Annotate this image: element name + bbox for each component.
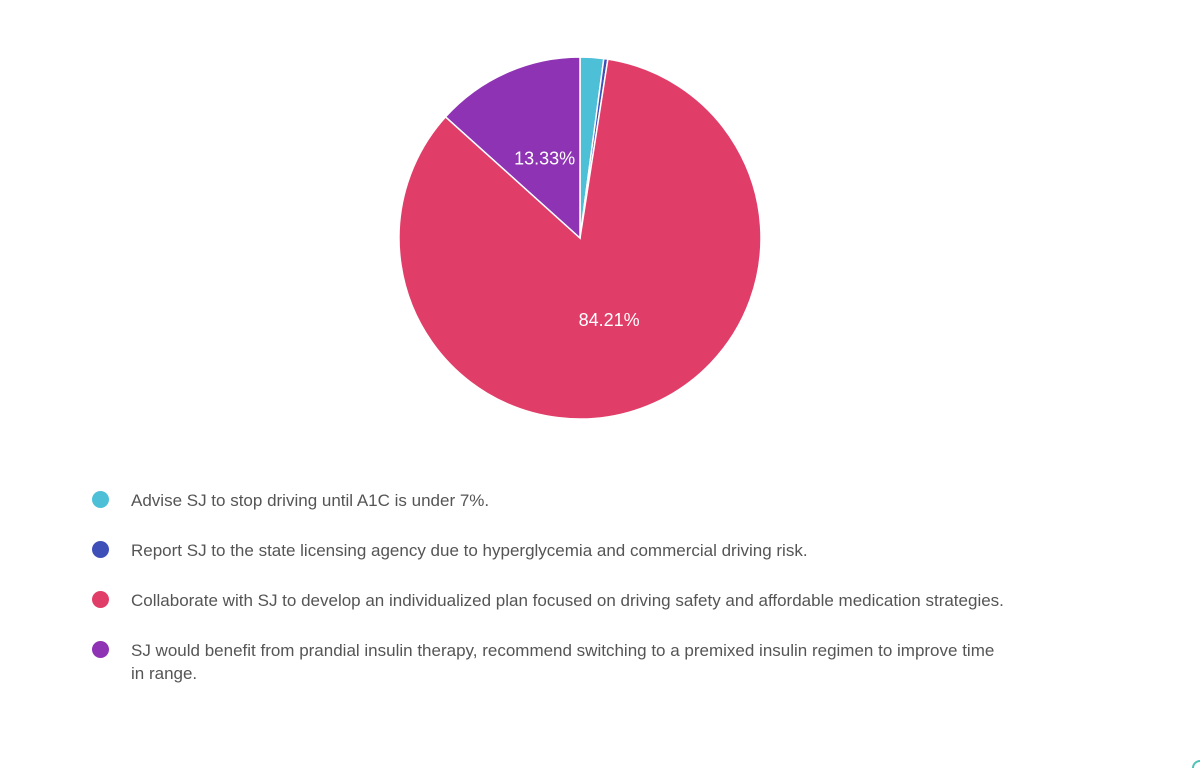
- slice-data-label: 84.21%: [579, 310, 640, 330]
- corner-circle-icon: [1192, 760, 1200, 768]
- legend-item[interactable]: Advise SJ to stop driving until A1C is u…: [92, 489, 1012, 512]
- legend-label: Report SJ to the state licensing agency …: [131, 541, 808, 560]
- legend-swatch: [92, 591, 109, 608]
- legend-item[interactable]: SJ would benefit from prandial insulin t…: [92, 639, 1012, 685]
- pie-slice[interactable]: [444, 56, 581, 240]
- legend-item[interactable]: Report SJ to the state licensing agency …: [92, 539, 1012, 562]
- legend-swatch: [92, 541, 109, 558]
- legend-label: Advise SJ to stop driving until A1C is u…: [131, 491, 490, 510]
- pie-slice[interactable]: [398, 58, 762, 420]
- pie-chart: 84.21% 13.33%: [398, 56, 762, 420]
- legend-label: Collaborate with SJ to develop an indivi…: [131, 591, 1004, 610]
- legend: Advise SJ to stop driving until A1C is u…: [92, 489, 1012, 712]
- slice-data-label: 13.33%: [514, 149, 575, 169]
- legend-label: SJ would benefit from prandial insulin t…: [131, 641, 995, 683]
- legend-swatch: [92, 491, 109, 508]
- legend-swatch: [92, 641, 109, 658]
- legend-item[interactable]: Collaborate with SJ to develop an indivi…: [92, 589, 1012, 612]
